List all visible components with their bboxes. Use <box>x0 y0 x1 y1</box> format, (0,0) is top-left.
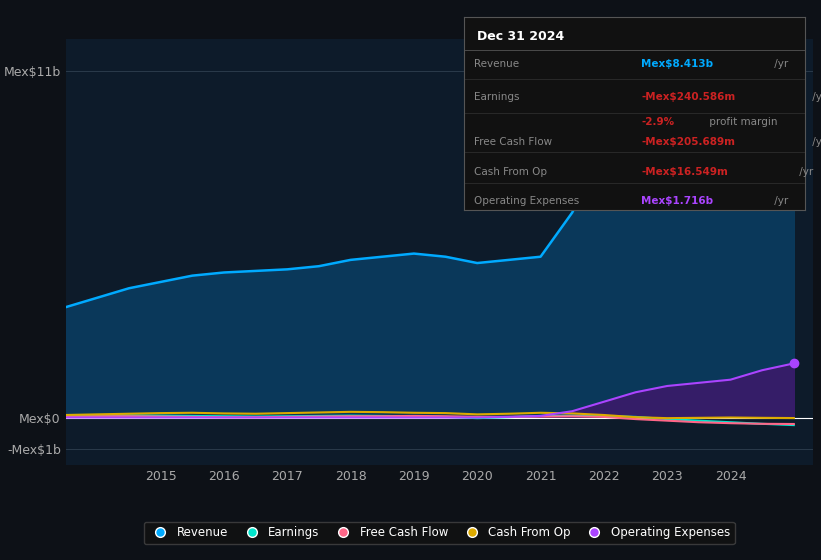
Text: Mex$8.413b: Mex$8.413b <box>641 59 713 69</box>
Text: Operating Expenses: Operating Expenses <box>474 197 580 207</box>
Text: Free Cash Flow: Free Cash Flow <box>474 137 553 147</box>
Text: /yr: /yr <box>796 167 814 178</box>
Text: Dec 31 2024: Dec 31 2024 <box>478 30 565 43</box>
Text: -Mex$205.689m: -Mex$205.689m <box>641 137 735 147</box>
Text: /yr: /yr <box>810 137 821 147</box>
Text: Cash From Op: Cash From Op <box>474 167 547 178</box>
Text: -2.9%: -2.9% <box>641 117 674 127</box>
Text: /yr: /yr <box>770 197 788 207</box>
Text: -Mex$16.549m: -Mex$16.549m <box>641 167 728 178</box>
Text: /yr: /yr <box>810 92 821 102</box>
Text: -Mex$240.586m: -Mex$240.586m <box>641 92 736 102</box>
Text: Mex$1.716b: Mex$1.716b <box>641 197 713 207</box>
Text: Revenue: Revenue <box>474 59 519 69</box>
Text: /yr: /yr <box>770 59 788 69</box>
Legend: Revenue, Earnings, Free Cash Flow, Cash From Op, Operating Expenses: Revenue, Earnings, Free Cash Flow, Cash … <box>144 521 735 544</box>
Text: Earnings: Earnings <box>474 92 520 102</box>
Text: profit margin: profit margin <box>706 117 777 127</box>
